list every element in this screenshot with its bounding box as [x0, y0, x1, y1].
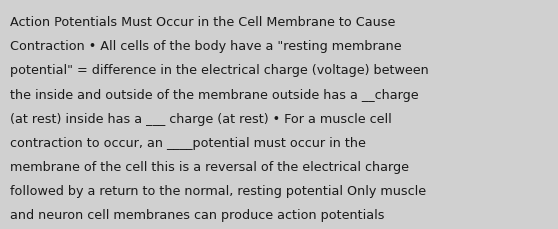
Text: membrane of the cell this is a reversal of the electrical charge: membrane of the cell this is a reversal …: [10, 160, 409, 173]
Text: Contraction • All cells of the body have a "resting membrane: Contraction • All cells of the body have…: [10, 40, 402, 53]
Text: followed by a return to the normal, resting potential Only muscle: followed by a return to the normal, rest…: [10, 184, 426, 197]
Text: contraction to occur, an ____potential must occur in the: contraction to occur, an ____potential m…: [10, 136, 366, 149]
Text: the inside and outside of the membrane outside has a __charge: the inside and outside of the membrane o…: [10, 88, 418, 101]
Text: (at rest) inside has a ___ charge (at rest) • For a muscle cell: (at rest) inside has a ___ charge (at re…: [10, 112, 392, 125]
Text: Action Potentials Must Occur in the Cell Membrane to Cause: Action Potentials Must Occur in the Cell…: [10, 16, 396, 29]
Text: potential" = difference in the electrical charge (voltage) between: potential" = difference in the electrica…: [10, 64, 429, 77]
Text: and neuron cell membranes can produce action potentials: and neuron cell membranes can produce ac…: [10, 208, 384, 221]
